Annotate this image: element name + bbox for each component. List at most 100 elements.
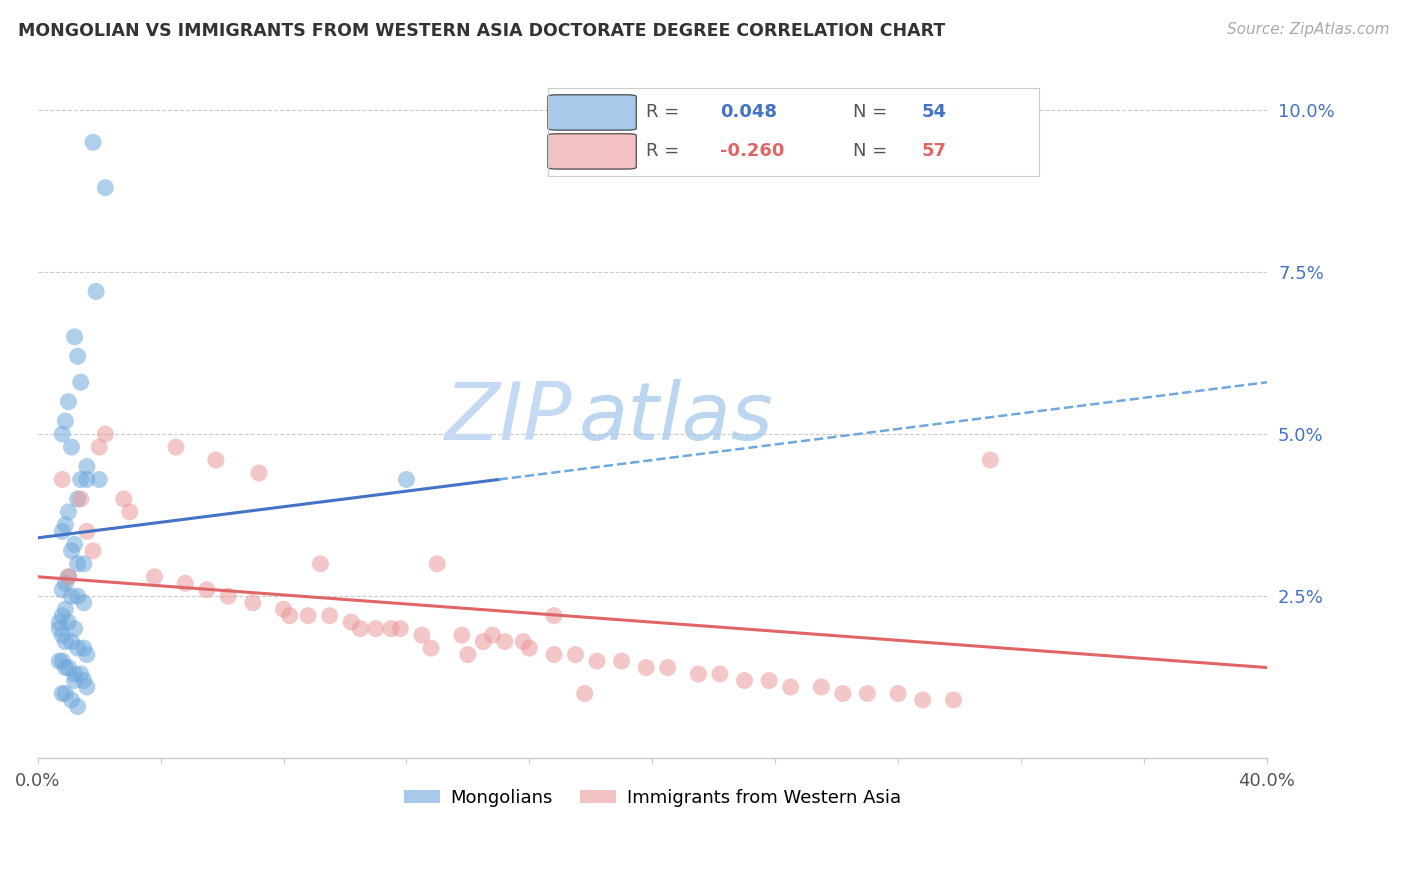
Point <box>63 673 86 688</box>
Point <box>53 414 76 428</box>
Point <box>53 660 76 674</box>
Point <box>481 628 503 642</box>
Point <box>51 686 73 700</box>
Point <box>58 394 80 409</box>
Text: MONGOLIAN VS IMMIGRANTS FROM WESTERN ASIA DOCTORATE DEGREE CORRELATION CHART: MONGOLIAN VS IMMIGRANTS FROM WESTERN ASI… <box>18 22 945 40</box>
Point <box>73 557 96 571</box>
Point <box>450 628 472 642</box>
Point <box>53 634 76 648</box>
Point <box>69 473 91 487</box>
Point <box>734 673 756 688</box>
Point <box>63 622 86 636</box>
Point <box>574 686 596 700</box>
Point <box>94 427 117 442</box>
Point <box>709 667 731 681</box>
Point <box>426 557 449 571</box>
Point <box>53 686 76 700</box>
Point <box>543 648 565 662</box>
Point <box>297 608 319 623</box>
Point <box>118 505 141 519</box>
Point <box>76 459 98 474</box>
Point <box>51 608 73 623</box>
Point <box>512 634 534 648</box>
Point <box>48 654 70 668</box>
Point <box>564 648 586 662</box>
Point <box>911 693 934 707</box>
Point <box>472 634 495 648</box>
Point <box>48 615 70 629</box>
Point <box>48 622 70 636</box>
Text: Source: ZipAtlas.com: Source: ZipAtlas.com <box>1226 22 1389 37</box>
Point <box>217 589 239 603</box>
Legend: Mongolians, Immigrants from Western Asia: Mongolians, Immigrants from Western Asia <box>396 781 908 814</box>
Point <box>779 680 801 694</box>
Point <box>66 589 89 603</box>
Point <box>66 491 89 506</box>
Point <box>856 686 879 700</box>
Point <box>51 628 73 642</box>
Point <box>53 576 76 591</box>
Point <box>273 602 295 616</box>
Point <box>89 473 111 487</box>
Point <box>84 285 107 299</box>
Point <box>69 667 91 681</box>
Point <box>76 680 98 694</box>
Point <box>53 602 76 616</box>
Point <box>63 330 86 344</box>
Point <box>53 517 76 532</box>
Point <box>420 641 443 656</box>
Point <box>82 136 104 150</box>
Point <box>411 628 433 642</box>
Point <box>73 596 96 610</box>
Point <box>143 570 166 584</box>
Point <box>758 673 780 688</box>
Point <box>831 686 853 700</box>
Point <box>63 537 86 551</box>
Point <box>247 466 270 480</box>
Point <box>205 453 228 467</box>
Point <box>657 660 679 674</box>
Point <box>51 473 73 487</box>
Point <box>174 576 197 591</box>
Point <box>94 180 117 194</box>
Point <box>457 648 479 662</box>
Point <box>519 641 541 656</box>
Point <box>60 440 83 454</box>
Point <box>688 667 710 681</box>
Point <box>395 473 418 487</box>
Text: ZIP: ZIP <box>446 379 572 457</box>
Point <box>89 440 111 454</box>
Point <box>69 376 91 390</box>
Point <box>60 634 83 648</box>
Point <box>51 582 73 597</box>
Point <box>63 667 86 681</box>
Point <box>58 570 80 584</box>
Point <box>340 615 363 629</box>
Point <box>58 570 80 584</box>
Point <box>349 622 371 636</box>
Point <box>318 608 340 623</box>
Point <box>494 634 516 648</box>
Text: atlas: atlas <box>578 379 773 457</box>
Point <box>389 622 412 636</box>
Point <box>60 544 83 558</box>
Point <box>380 622 402 636</box>
Point <box>58 505 80 519</box>
Point <box>58 615 80 629</box>
Point <box>66 349 89 363</box>
Point <box>165 440 187 454</box>
Point <box>309 557 332 571</box>
Point <box>73 673 96 688</box>
Point <box>51 654 73 668</box>
Point <box>60 589 83 603</box>
Point <box>60 693 83 707</box>
Point <box>636 660 658 674</box>
Point <box>69 491 91 506</box>
Point <box>543 608 565 623</box>
Point <box>278 608 301 623</box>
Point <box>610 654 633 668</box>
Point <box>66 699 89 714</box>
Point <box>887 686 910 700</box>
Point <box>112 491 135 506</box>
Point <box>76 648 98 662</box>
